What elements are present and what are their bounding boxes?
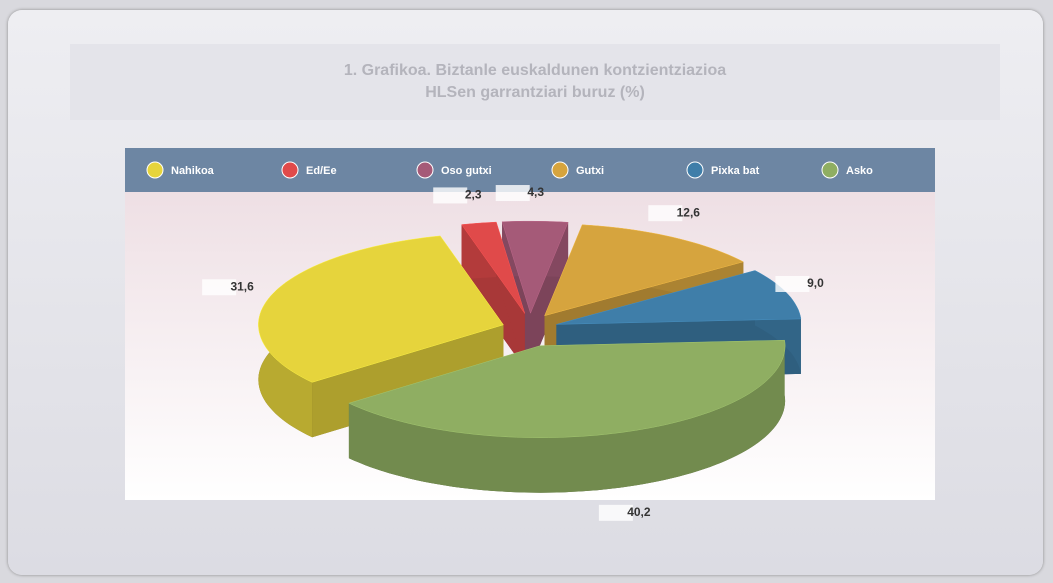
data-label: 2,3 xyxy=(465,188,482,202)
legend-label: Gutxi xyxy=(576,165,604,177)
slice xyxy=(258,235,504,438)
label-bg xyxy=(433,187,468,204)
legend-label: Ed/Ee xyxy=(306,165,337,177)
slice-top xyxy=(556,270,802,325)
label-bg xyxy=(775,275,810,292)
legend-label: Pixka bat xyxy=(711,165,760,177)
legend-label: Oso gutxi xyxy=(441,165,492,177)
legend-marker xyxy=(821,161,839,179)
label-bg xyxy=(598,504,633,521)
slice-top xyxy=(258,235,504,383)
legend-marker xyxy=(416,161,434,179)
slice-top xyxy=(461,221,526,314)
label-bg xyxy=(495,185,530,202)
legend-label: Nahikoa xyxy=(171,165,215,177)
legend-marker xyxy=(146,161,164,179)
slice xyxy=(461,221,526,369)
data-label: 31,6 xyxy=(230,279,254,293)
slice-top xyxy=(501,220,569,314)
legend-marker xyxy=(281,161,299,179)
label-bg xyxy=(202,279,237,296)
data-label: 12,6 xyxy=(677,205,701,219)
slice-top xyxy=(544,224,744,317)
data-label: 40,2 xyxy=(627,505,651,519)
data-label: 9,0 xyxy=(807,276,824,290)
slice-wall xyxy=(348,340,786,493)
legend-bar xyxy=(125,148,935,192)
slice-top xyxy=(348,339,786,438)
slice xyxy=(348,339,786,493)
chart-title: 1. Grafikoa. Biztanle euskaldunen kontzi… xyxy=(70,44,1000,120)
label-bg xyxy=(648,205,683,222)
data-label: 4,3 xyxy=(527,185,544,199)
legend-marker xyxy=(551,161,569,179)
legend-marker xyxy=(686,161,704,179)
legend-label: Asko xyxy=(846,165,873,177)
